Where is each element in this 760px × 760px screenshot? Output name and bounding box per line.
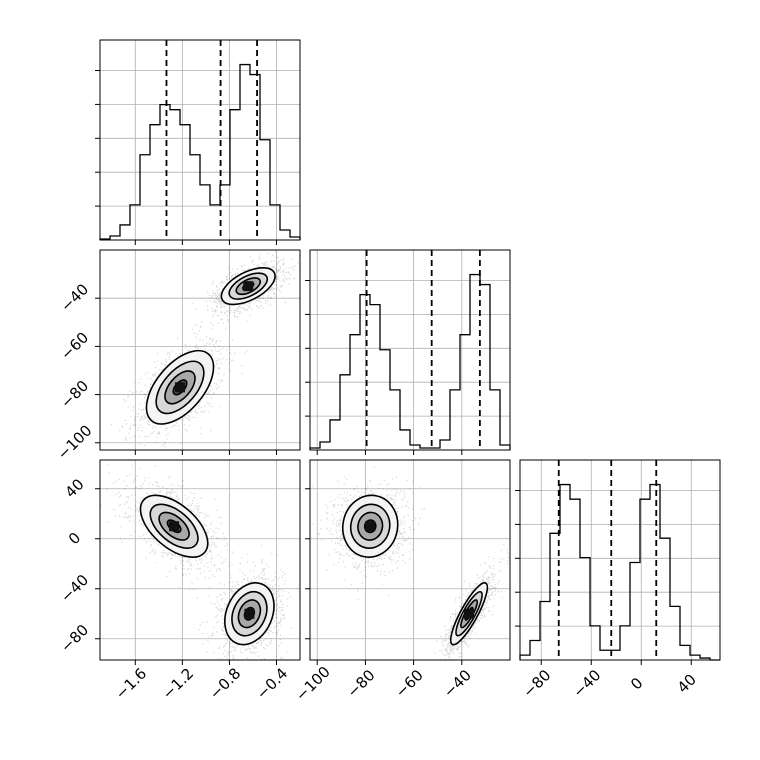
x-tick-label: −1.6 — [112, 664, 150, 702]
x-tick-label: −80 — [519, 666, 554, 701]
x-tick-label: −80 — [344, 666, 379, 701]
y-tick-label: −60 — [57, 328, 92, 363]
y-tick-label: −100 — [54, 421, 96, 463]
hist-series-0 — [99, 63, 301, 240]
x-tick-label: −40 — [569, 666, 604, 701]
y-tick-label: −80 — [57, 377, 92, 412]
density-peak — [244, 608, 255, 619]
scatter-points — [311, 466, 510, 660]
density-panel-1 — [100, 460, 300, 660]
hist-frame — [99, 39, 301, 241]
panel-frame — [99, 249, 301, 451]
y-tick-label: −80 — [57, 621, 92, 656]
y-tick-label: −40 — [57, 571, 92, 606]
hist-frame — [309, 249, 511, 451]
density-peak — [169, 521, 180, 532]
density-panel-0 — [100, 250, 300, 450]
x-tick-label: −0.8 — [206, 664, 244, 702]
panel-frame — [99, 459, 301, 661]
density-peak — [243, 281, 254, 292]
density-panel-2 — [310, 460, 510, 660]
hist-series-2 — [519, 483, 720, 661]
y-tick-label: 0 — [65, 529, 84, 548]
density-peak — [365, 521, 376, 532]
x-tick-label: 0 — [627, 674, 646, 693]
x-tick-label: −60 — [392, 666, 427, 701]
x-tick-label: −40 — [440, 666, 475, 701]
hist-series-1 — [309, 273, 511, 450]
density-peak — [175, 382, 185, 393]
x-tick-label: −0.4 — [253, 664, 291, 702]
panel-frame — [309, 459, 511, 661]
hist-panel-1 — [305, 249, 511, 455]
scatter-points — [100, 464, 300, 660]
y-tick-label: 40 — [62, 475, 88, 501]
hist-panel-0 — [95, 39, 301, 245]
hist-frame — [519, 459, 721, 661]
x-tick-label: 40 — [674, 671, 700, 697]
hist-panel-2 — [515, 459, 721, 665]
x-tick-label: −100 — [292, 663, 334, 705]
y-tick-label: −40 — [57, 280, 92, 315]
x-tick-label: −1.2 — [159, 664, 197, 702]
density-peak — [464, 608, 475, 619]
